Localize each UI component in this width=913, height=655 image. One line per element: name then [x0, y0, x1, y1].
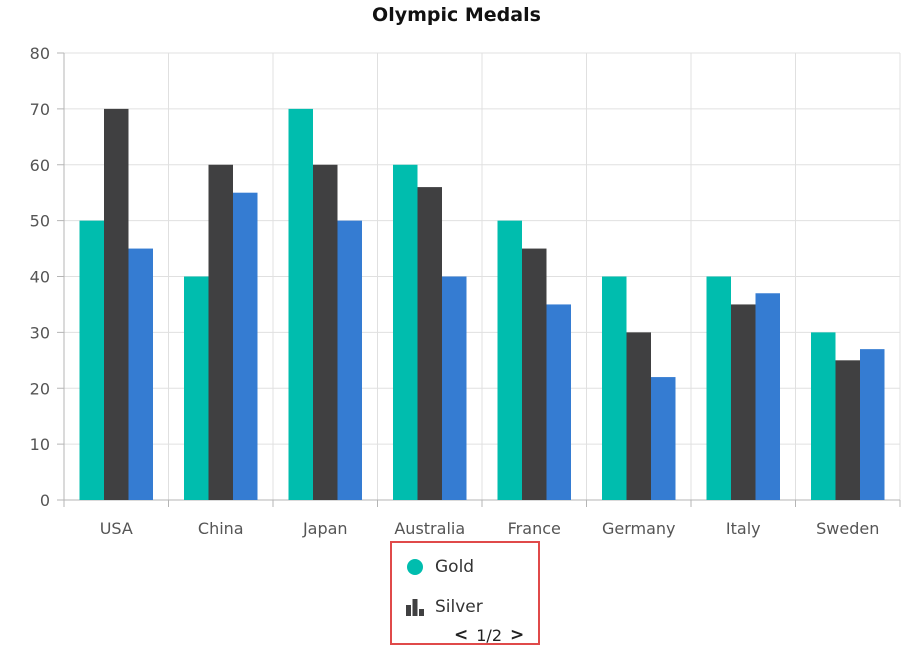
- x-tick-label: France: [508, 519, 561, 538]
- bar: [626, 332, 651, 500]
- y-tick-label: 80: [30, 44, 50, 63]
- plot-area: 0 10 20 30 40 50 60 70 80 USA China Japan Australia F…: [30, 44, 901, 538]
- bar: [417, 187, 442, 500]
- chevron-left-icon[interactable]: <: [454, 625, 469, 645]
- bar: [233, 192, 258, 500]
- bar: [731, 304, 756, 500]
- x-tick-label: USA: [100, 519, 133, 538]
- y-tick-label: 10: [30, 435, 50, 454]
- x-tick-label: Japan: [302, 519, 348, 538]
- legend-label-silver: Silver: [435, 597, 483, 617]
- x-tick-label: Germany: [602, 519, 676, 538]
- legend-page-text: 1/2: [476, 625, 502, 645]
- x-tick-label: Australia: [394, 519, 465, 538]
- chevron-right-icon[interactable]: >: [510, 625, 525, 645]
- bar: [79, 220, 104, 500]
- bar: [706, 276, 731, 500]
- bar: [288, 108, 313, 500]
- bar: [860, 349, 885, 500]
- bar: [811, 332, 836, 500]
- x-tick-label: Italy: [726, 519, 761, 538]
- bar: [546, 304, 571, 500]
- x-tick-label: Sweden: [816, 519, 879, 538]
- y-tick-label: 40: [30, 268, 50, 287]
- bar: [393, 164, 418, 500]
- bar: [602, 276, 627, 500]
- bar: [104, 108, 129, 500]
- circle-icon: [404, 557, 426, 577]
- bar: [313, 164, 338, 500]
- bar: [128, 248, 153, 500]
- y-tick-label: 70: [30, 100, 50, 119]
- y-tick-label: 50: [30, 212, 50, 231]
- bar: [442, 276, 467, 500]
- legend-item-gold[interactable]: Gold: [404, 557, 474, 577]
- bar: [522, 248, 547, 500]
- legend-pager: < 1/2 >: [454, 625, 524, 645]
- bar: [208, 164, 233, 500]
- y-tick-label: 30: [30, 323, 50, 342]
- column-chart-icon: [404, 597, 426, 617]
- chart-title: Olympic Medals: [372, 4, 541, 26]
- x-tick-label: China: [198, 519, 244, 538]
- bar: [835, 360, 860, 500]
- y-tick-label: 20: [30, 379, 50, 398]
- y-tick-label: 0: [40, 491, 50, 510]
- bar: [651, 377, 676, 500]
- legend-label-gold: Gold: [435, 557, 475, 577]
- y-tick-label: 60: [30, 156, 50, 175]
- bar: [337, 220, 362, 500]
- bar: [184, 276, 209, 500]
- bar: [755, 293, 780, 500]
- legend-item-silver[interactable]: Silver: [404, 597, 483, 617]
- legend: Gold Silver < 1/2 >: [390, 541, 540, 645]
- bar: [497, 220, 522, 500]
